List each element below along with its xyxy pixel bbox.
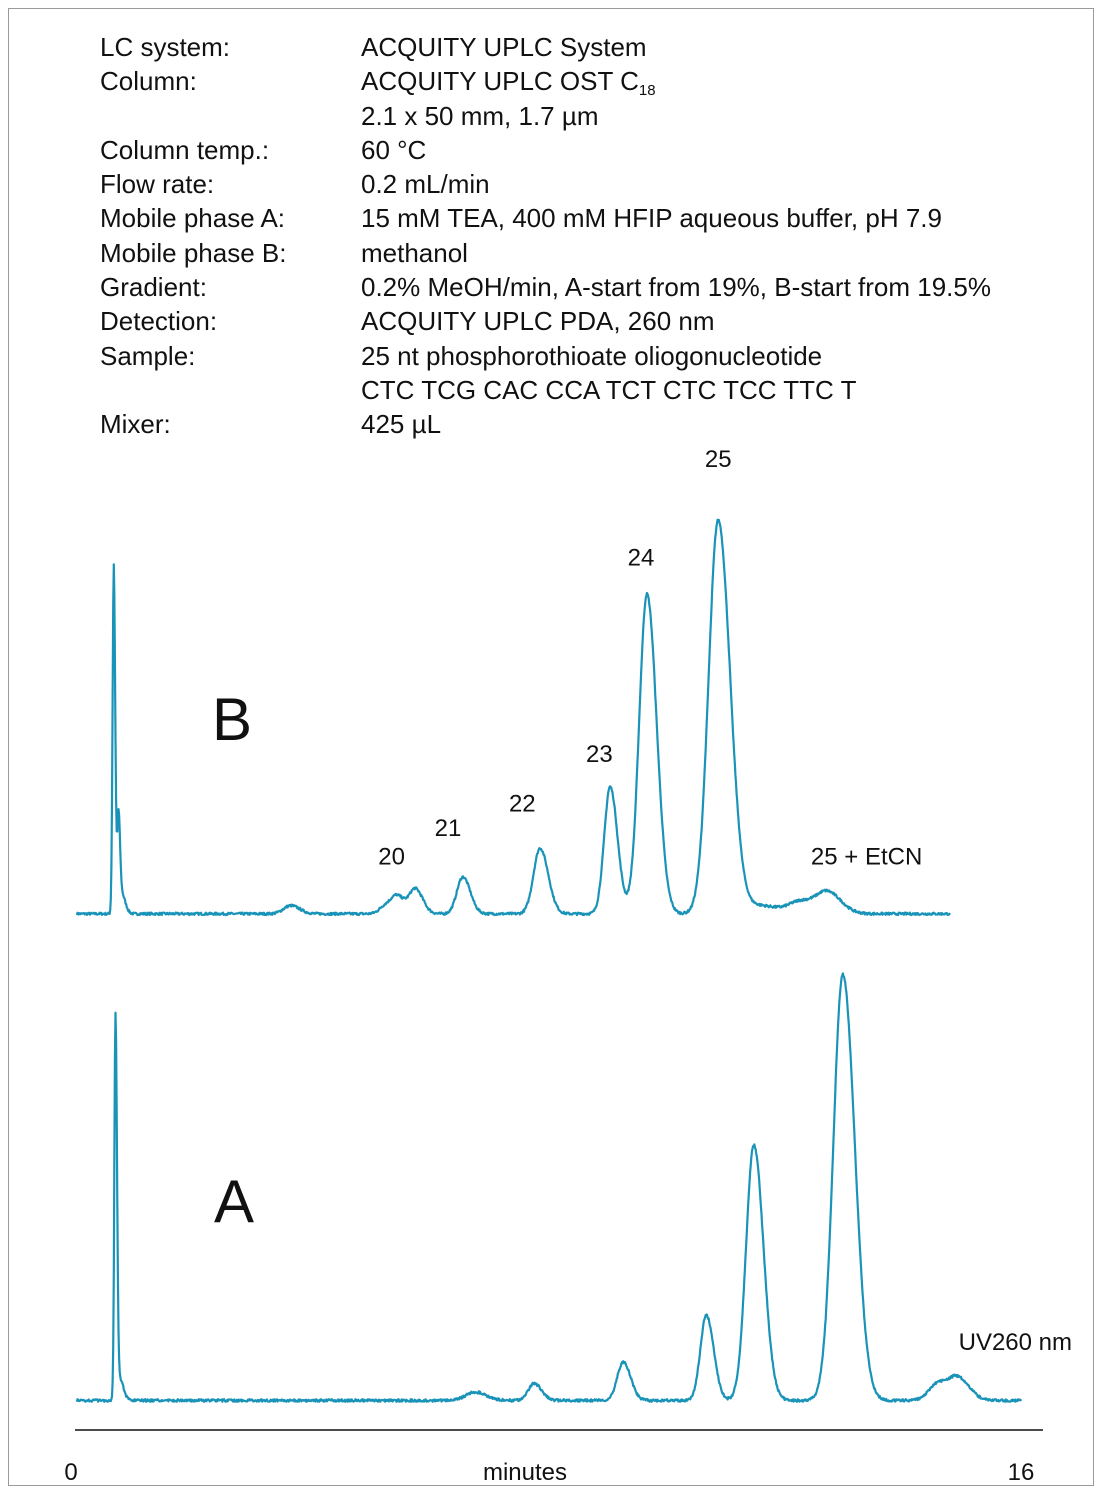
condition-label: Mobile phase B: (100, 237, 287, 268)
condition-row: 2.1 x 50 mm, 1.7 µm (100, 99, 991, 133)
condition-subscript: 18 (638, 82, 656, 100)
figure-frame (8, 8, 1094, 1486)
condition-label: Column temp.: (100, 134, 270, 165)
condition-value: methanol (361, 237, 468, 268)
condition-value: 25 nt phosphorothioate oliogonucleotide (361, 340, 823, 371)
condition-value: 2.1 x 50 mm, 1.7 µm (361, 100, 599, 131)
trace-a-group: A (75, 972, 1023, 1403)
condition-row: Detection: ACQUITY UPLC PDA, 260 nm (100, 304, 991, 338)
condition-label: Mobile phase A: (100, 203, 286, 234)
detector-annotation: UV260 nm (959, 1329, 1072, 1356)
conditions-table: LC system: ACQUITY UPLC System Column: ACQU… (100, 30, 991, 442)
condition-value: 15 mM TEA, 400 mM HFIP aqueous buffer, p… (361, 203, 942, 234)
panel-label-a: A (214, 1168, 254, 1235)
peak-label: 25 + EtCN (811, 844, 922, 871)
condition-value: 60 °C (361, 134, 427, 165)
condition-row: CTC TCG CAC CCA TCT CTC TCC TTC T (100, 373, 991, 407)
condition-row: Mobile phase A: 15 mM TEA, 400 mM HFIP aq… (100, 201, 991, 235)
condition-value: CTC TCG CAC CCA TCT CTC TCC TTC T (361, 374, 857, 405)
peak-label: 25 (705, 446, 732, 473)
trace-a-line (75, 972, 1023, 1403)
condition-label: Column: (100, 66, 197, 97)
peak-label: 21 (435, 815, 462, 842)
condition-row: Mixer: 425 µL (100, 407, 991, 441)
peak-label: 20 (378, 844, 405, 871)
condition-value: ACQUITY UPLC PDA, 260 nm (361, 306, 715, 337)
condition-label: Detection: (100, 306, 218, 337)
condition-row: Sample: 25 nt phosphorothioate oliogonucl… (100, 339, 991, 373)
condition-row: Column: ACQUITY UPLC OST C18 (100, 64, 991, 98)
condition-row: Column temp.: 60 °C (100, 133, 991, 167)
condition-value: 0.2% MeOH/min, A-start from 19%, B-start… (361, 272, 991, 303)
condition-value: ACQUITY UPLC OST C (361, 66, 639, 97)
trace-b-line (75, 518, 951, 917)
condition-label: Sample: (100, 340, 196, 371)
condition-value: ACQUITY UPLC System (361, 32, 647, 62)
condition-value: 425 µL (361, 409, 442, 440)
condition-label: Mixer: (100, 409, 171, 440)
peak-label: 24 (628, 544, 655, 571)
condition-row: LC system: ACQUITY UPLC System (100, 30, 991, 64)
condition-value: 0.2 mL/min (361, 169, 490, 200)
condition-label: Gradient: (100, 272, 207, 303)
condition-row: Flow rate: 0.2 mL/min (100, 167, 991, 201)
condition-label: LC system: (100, 32, 231, 62)
condition-row: Gradient: 0.2% MeOH/min, A-start from 19%… (100, 270, 991, 304)
trace-b-group: B 20 21 22 23 24 25 25 + EtCN (75, 446, 951, 917)
x-tick-label-end: 16 (1008, 1459, 1035, 1486)
peak-label: 23 (586, 741, 613, 768)
peak-label: 22 (509, 790, 536, 817)
x-tick-label-start: 0 (64, 1459, 77, 1486)
condition-row: Mobile phase B: methanol (100, 236, 991, 270)
panel-label-b: B (212, 686, 252, 753)
x-axis-label: minutes (483, 1459, 567, 1486)
condition-label: Flow rate: (100, 169, 215, 200)
